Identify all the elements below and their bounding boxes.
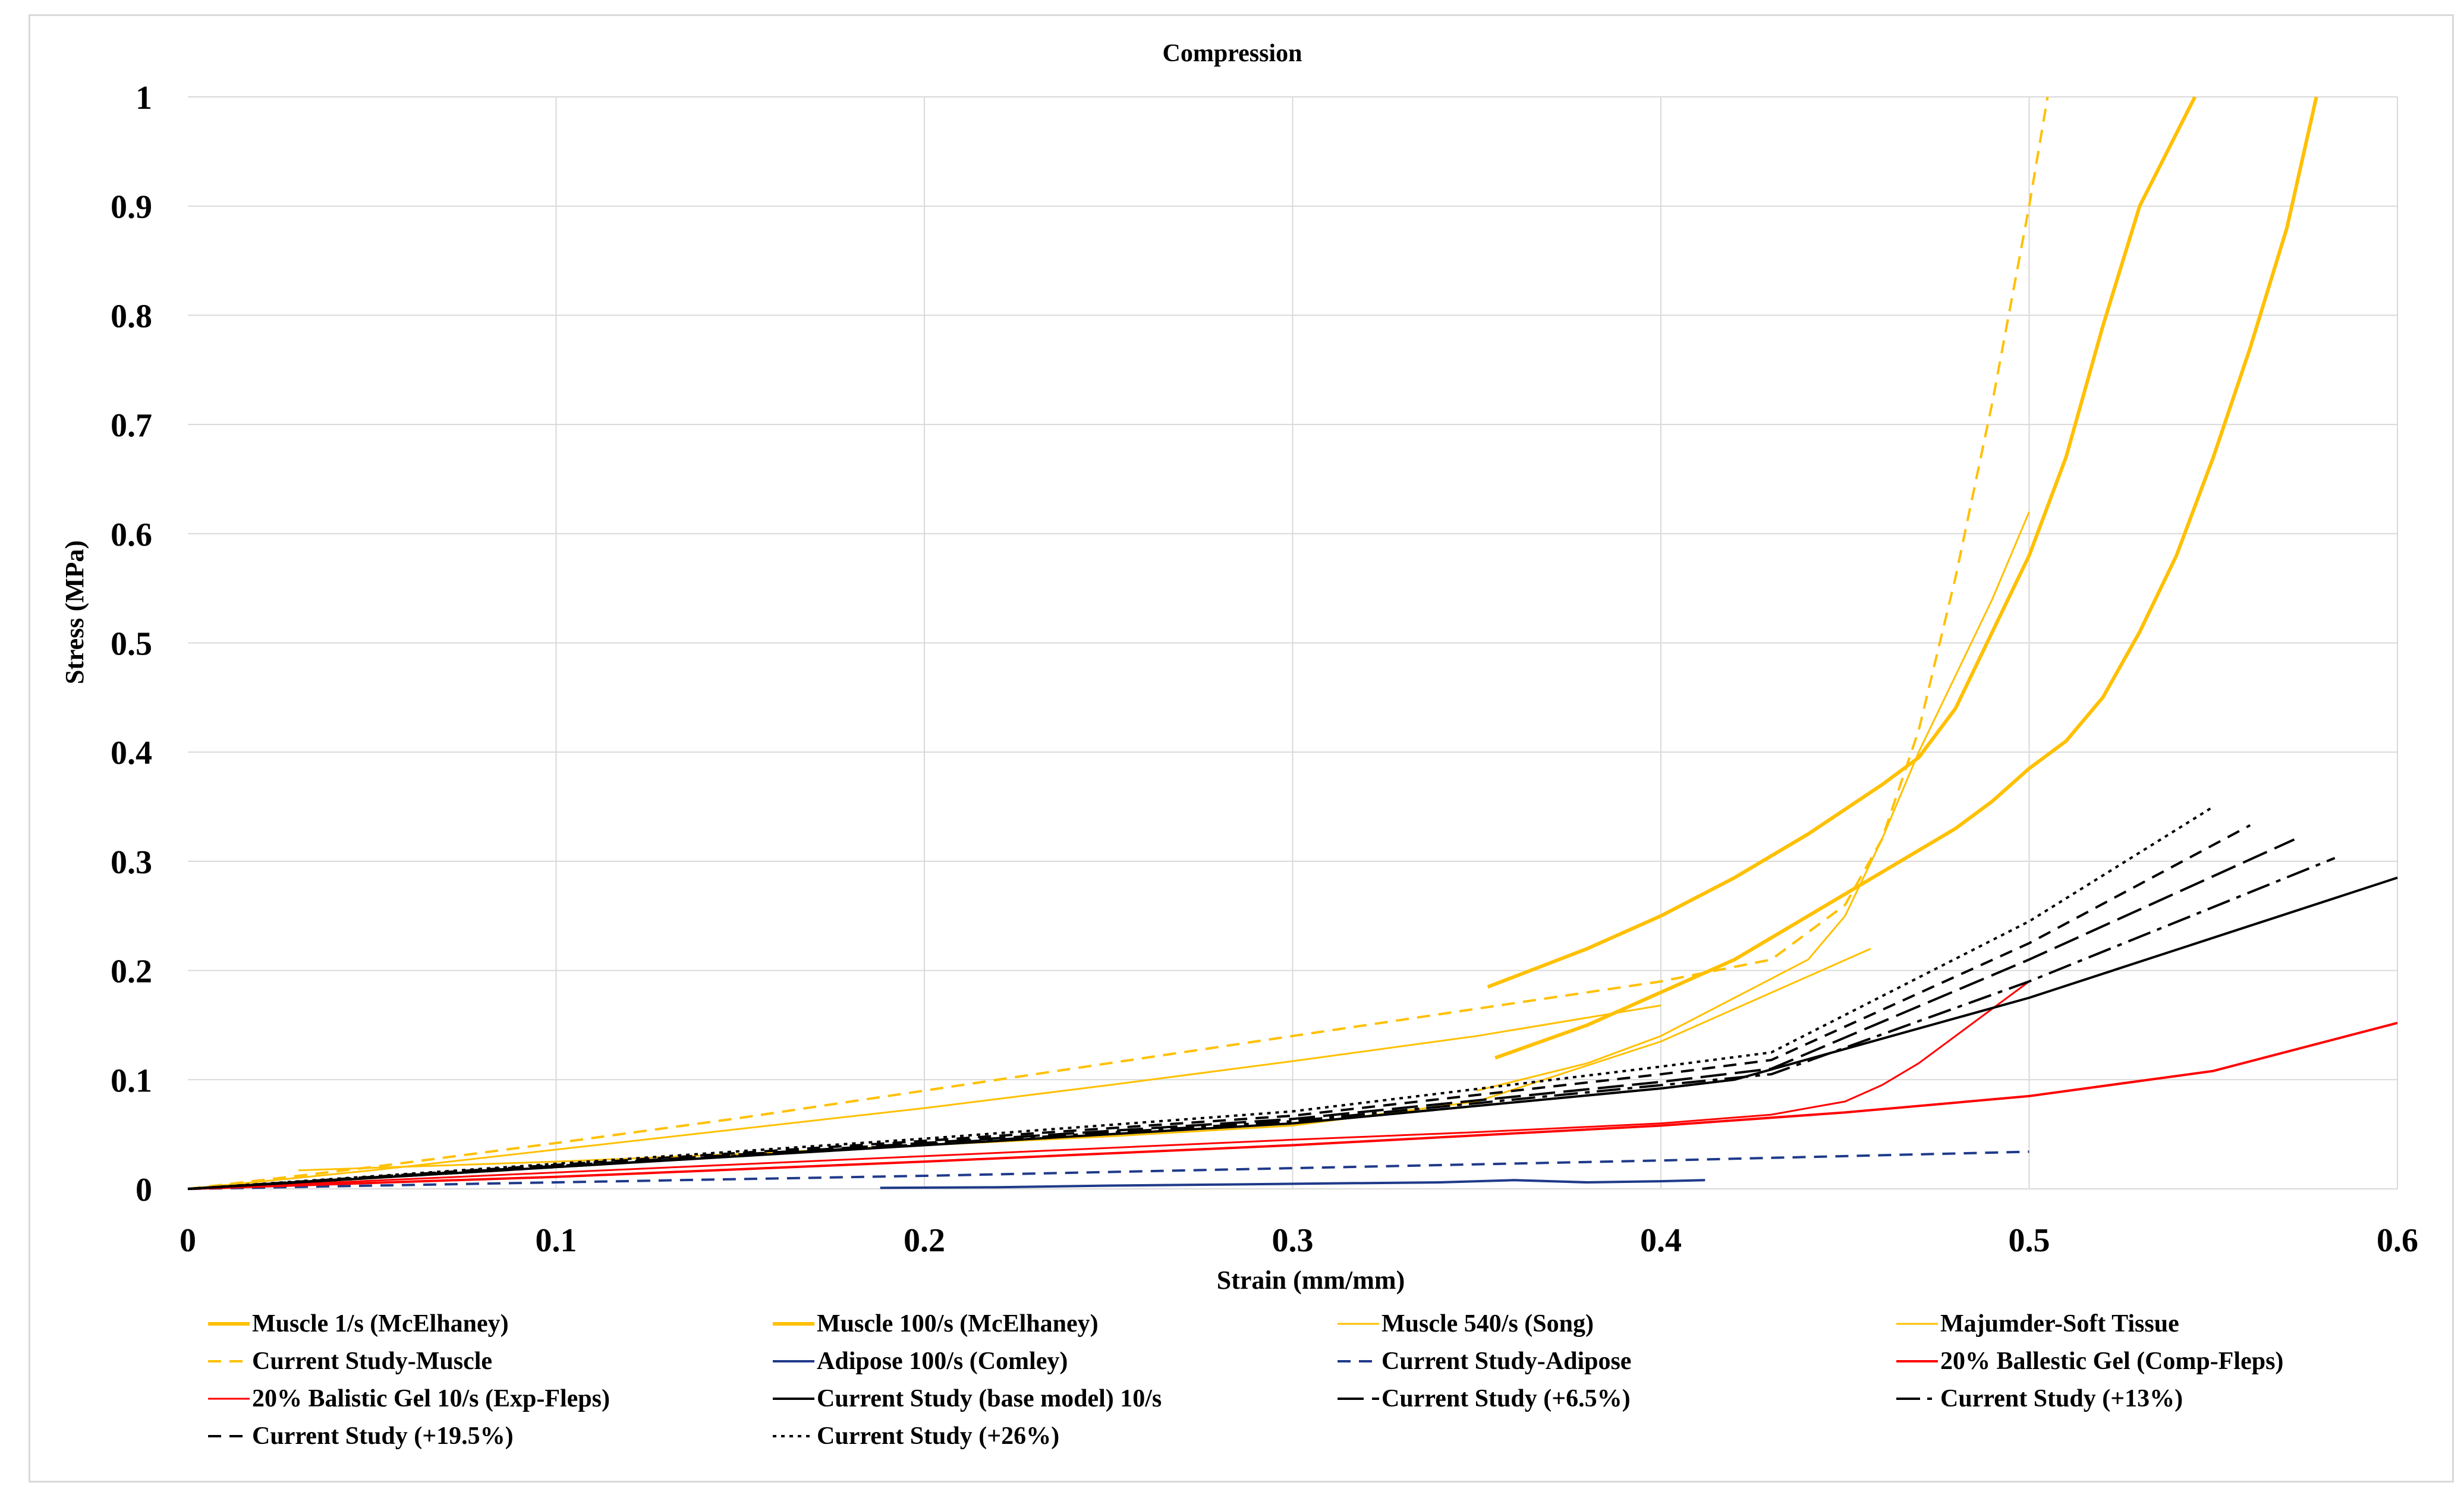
y-tick-label: 0.8: [111, 298, 152, 335]
y-tick-label: 0.6: [111, 517, 152, 553]
x-tick-label: 0.4: [1640, 1222, 1682, 1259]
grid-layer: [188, 96, 2398, 1189]
x-tick-label: 0.1: [536, 1222, 577, 1259]
y-tick-label: 0.4: [111, 735, 152, 772]
legend: Muscle 1/s (McElhaney) Muscle 100/s (McEl…: [208, 1310, 2283, 1450]
legend-entry-label: Current Study-Adipose: [1382, 1348, 1631, 1375]
series-line: [298, 948, 1871, 1172]
x-tick-label: 0.2: [904, 1222, 945, 1259]
legend-entry-label: Current Study (base model) 10/s: [817, 1385, 1162, 1412]
y-tick-label: 0.7: [111, 407, 152, 444]
x-tick-label: 0.3: [1272, 1222, 1314, 1259]
legend-entry-label: Muscle 100/s (McElhaney): [817, 1310, 1099, 1338]
y-axis-label: Stress (MPa): [60, 540, 89, 684]
series-line: [187, 824, 2251, 1190]
y-tick-label: 0.3: [111, 844, 152, 881]
y-tick-label: 1: [136, 80, 152, 117]
series-line: [187, 980, 2030, 1190]
series-line: [187, 805, 2214, 1190]
y-tick-label: 0.1: [111, 1062, 152, 1099]
series-line: [187, 838, 2295, 1190]
legend-entry-label: 20% Balistic Gel 10/s (Exp-Fleps): [252, 1385, 610, 1412]
legend-entry-label: Muscle 1/s (McElhaney): [252, 1310, 509, 1338]
legend-entry-label: Current Study (+6.5%): [1382, 1385, 1631, 1412]
series-line: [187, 1004, 1661, 1190]
x-tick-label: 0: [180, 1222, 196, 1259]
legend-entry-label: Current Study-Muscle: [252, 1348, 492, 1375]
series-line: [1494, 96, 2318, 1060]
legend-entry-label: Current Study (+13%): [1940, 1385, 2183, 1412]
y-tick-label: 0.2: [111, 953, 152, 990]
y-tick-label: 0: [136, 1172, 152, 1209]
series-line: [187, 1021, 2398, 1190]
legend-entry-label: Current Study (+26%): [817, 1423, 1059, 1450]
legend-entry-label: Majumder-Soft Tissue: [1940, 1310, 2179, 1338]
legend-entry-label: 20% Ballestic Gel (Comp-Fleps): [1940, 1348, 2283, 1375]
legend-entry-label: Muscle 540/s (Song): [1382, 1310, 1594, 1338]
chart-title: Compression: [1163, 40, 1302, 67]
series-line: [187, 1150, 2029, 1190]
series-layer: [187, 96, 2398, 1190]
chart-frame: [29, 14, 2454, 1483]
y-tick-label: 0.9: [111, 189, 152, 226]
x-axis-label: Strain (mm/mm): [1217, 1266, 1405, 1295]
series-line: [1476, 511, 2030, 1092]
series-line: [1487, 96, 2196, 989]
legend-entry-label: Current Study (+19.5%): [252, 1423, 514, 1450]
x-tick-label: 0.6: [2377, 1222, 2418, 1259]
axis-layer: 0 0.1 0.2 0.3 0.4 0.5 0.6 0 0.1 0.2 0.3 0.4 0.5 0.6 0.…: [111, 80, 2418, 1259]
series-line: [187, 857, 2336, 1190]
legend-entry-label: Adipose 100/s (Comley): [817, 1348, 1068, 1375]
x-tick-label: 0.5: [2009, 1222, 2050, 1259]
series-line: [880, 1179, 1705, 1189]
y-tick-label: 0.5: [111, 626, 152, 663]
series-line: [187, 96, 2049, 1190]
